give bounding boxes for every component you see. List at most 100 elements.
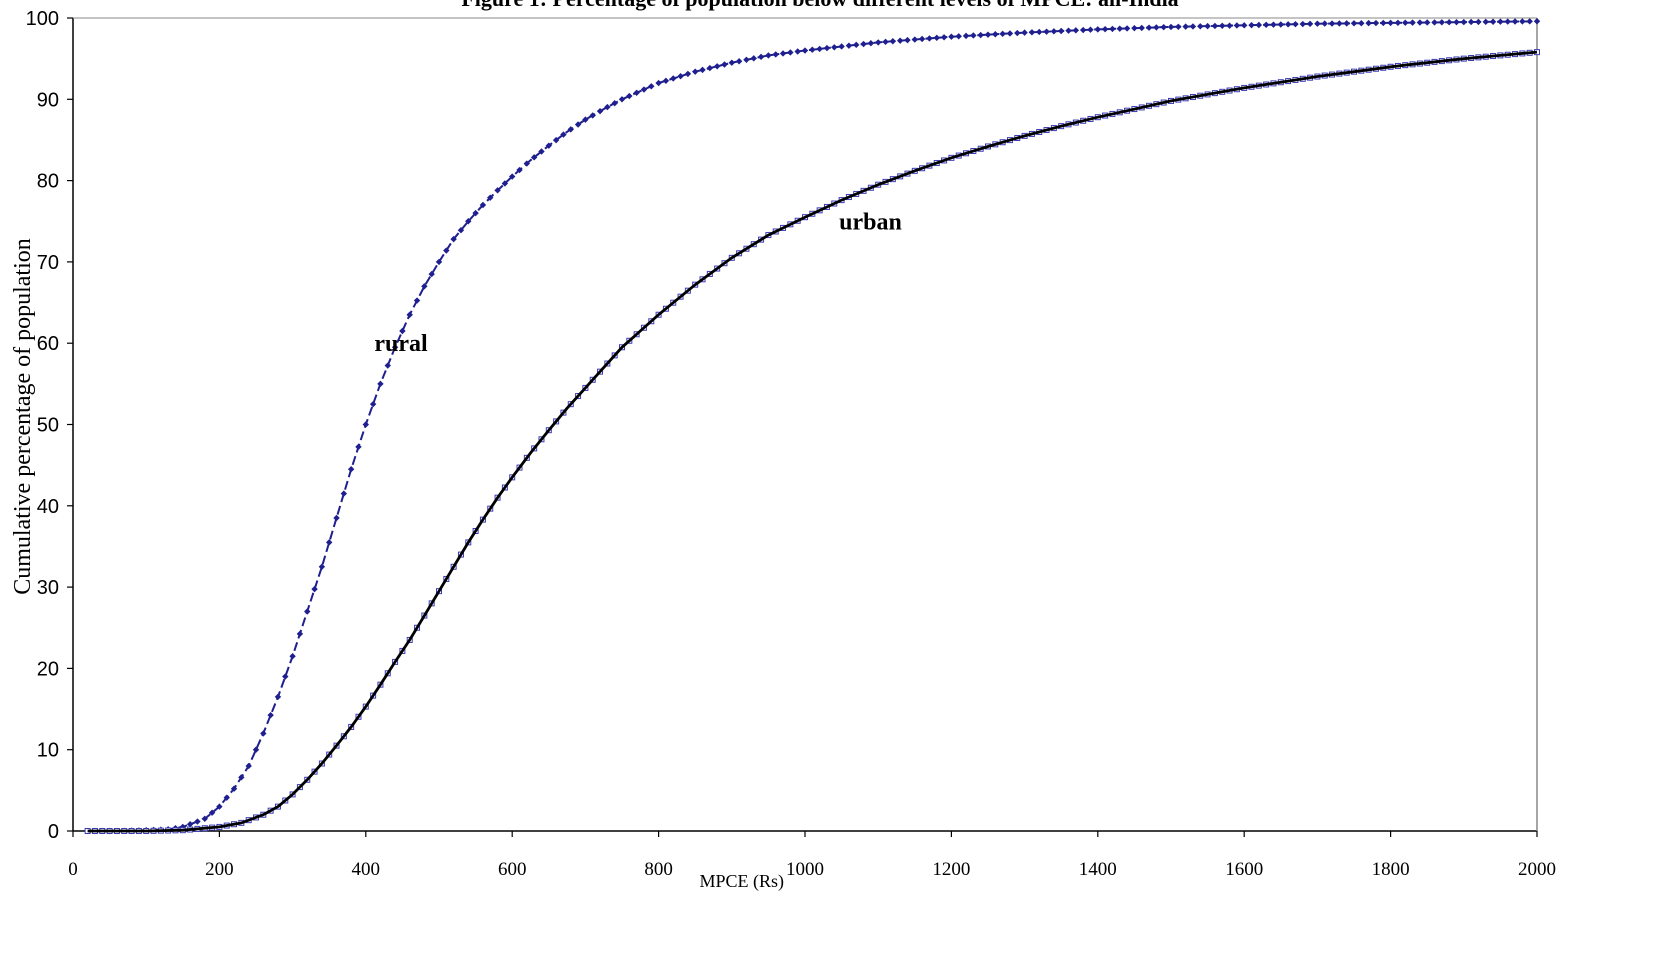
rural-point — [1058, 27, 1065, 35]
y-tick-label: 40 — [37, 496, 59, 518]
rural-point — [523, 160, 531, 167]
rural-point — [472, 209, 479, 217]
x-tick-label: 1800 — [1372, 859, 1410, 880]
rural-point — [699, 66, 706, 74]
rural-point — [1036, 28, 1043, 36]
y-tick-label: 100 — [26, 8, 59, 30]
rural-point — [457, 226, 465, 234]
rural-point — [713, 63, 721, 70]
rural-point — [1314, 20, 1321, 27]
chart-title: Figure 1: Percentage of population below… — [461, 0, 1178, 11]
rural-point — [1131, 24, 1138, 32]
rural-point — [977, 31, 984, 39]
x-tick-label: 1400 — [1079, 859, 1117, 880]
rural-point — [750, 55, 757, 62]
rural-point — [677, 73, 684, 80]
rural-point — [201, 815, 208, 823]
rural-point — [318, 563, 326, 570]
rural-point — [1306, 20, 1314, 28]
rural-point — [450, 235, 457, 243]
x-tick-label: 200 — [205, 859, 234, 880]
rural-point — [304, 608, 311, 615]
rural-point — [1519, 18, 1526, 25]
rural-point — [992, 31, 999, 38]
rural-point — [216, 803, 223, 810]
rural-point — [757, 53, 765, 61]
rural-point — [538, 148, 545, 155]
rural-point — [611, 100, 618, 107]
rural-point — [274, 693, 282, 701]
rural-point — [955, 33, 962, 40]
rural-point — [377, 380, 384, 388]
series-line-urban — [87, 50, 1538, 833]
rural-point — [904, 36, 911, 44]
rural-point — [765, 52, 772, 59]
rural-point — [465, 218, 472, 225]
rural-point — [1445, 19, 1453, 26]
rural-point — [326, 539, 333, 546]
rural-point — [245, 762, 252, 770]
x-axis-ticks: 0 200 400 600 800 1000 1200 1400 1600 1800 2000 — [68, 831, 1556, 880]
rural-point — [362, 421, 369, 428]
rural-point — [1387, 19, 1394, 27]
rural-point — [1497, 18, 1504, 25]
rural-point — [1467, 18, 1475, 26]
rural-point — [1533, 18, 1541, 25]
rural-point — [208, 809, 216, 816]
rural-point — [831, 44, 838, 51]
x-tick-label: 1200 — [932, 859, 970, 880]
rural-point — [260, 730, 267, 737]
rural-point — [1343, 20, 1350, 27]
rural-point — [1489, 18, 1497, 25]
rural-point — [604, 103, 611, 111]
rural-point — [779, 50, 787, 57]
rural-point — [1145, 24, 1153, 31]
rural-point — [735, 58, 743, 65]
rural-point — [772, 51, 779, 58]
rural-point — [889, 38, 897, 45]
rural-point — [516, 166, 523, 174]
rural-point — [289, 653, 296, 660]
series-group — [84, 18, 1541, 835]
rural-point — [984, 31, 992, 38]
rural-point — [962, 32, 970, 40]
y-tick-label: 60 — [37, 333, 59, 355]
rural-point — [816, 45, 823, 53]
rural-point — [838, 43, 845, 50]
rural-point — [882, 38, 889, 46]
rural-point — [494, 187, 501, 194]
rural-point — [406, 311, 413, 318]
rural-point — [194, 818, 201, 825]
rural-point — [230, 785, 238, 792]
rural-point — [340, 490, 348, 497]
rural-point — [948, 33, 955, 40]
rural-point — [1094, 26, 1101, 33]
rural-point — [545, 142, 552, 149]
rural-point — [560, 131, 567, 138]
rural-point — [179, 823, 186, 831]
rural-point — [1109, 25, 1116, 33]
rural-point — [1182, 23, 1189, 30]
x-tick-label: 600 — [498, 859, 527, 880]
rural-point — [845, 42, 853, 49]
y-tick-label: 30 — [37, 577, 59, 599]
rural-point — [443, 247, 450, 254]
rural-point — [252, 746, 260, 753]
x-tick-label: 1000 — [786, 859, 824, 880]
rural-point — [369, 400, 377, 408]
rural-point — [1284, 21, 1292, 28]
rural-point — [428, 270, 435, 278]
y-axis-ticks: 0 10 20 30 40 50 60 70 80 90 100 — [26, 8, 73, 843]
rural-point — [1336, 20, 1343, 27]
series-annotation-rural: rural — [374, 331, 428, 357]
rural-point — [1087, 26, 1094, 33]
series-annotation-urban: urban — [839, 209, 902, 235]
rural-point — [1372, 19, 1380, 27]
rural-point — [282, 673, 289, 680]
rural-point — [1255, 21, 1263, 29]
rural-point — [1409, 19, 1416, 26]
rural-point — [589, 112, 596, 119]
x-axis-label: MPCE (Rs) — [700, 871, 785, 892]
rural-point — [1021, 29, 1028, 36]
rural-point — [1241, 22, 1248, 29]
